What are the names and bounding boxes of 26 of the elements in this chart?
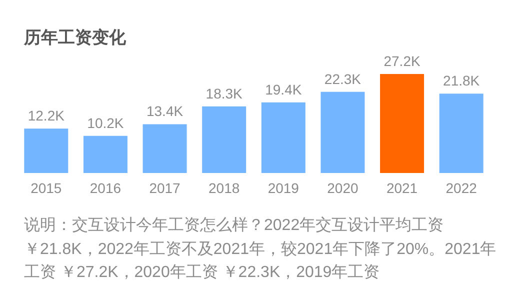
x-tick-label: 2020 xyxy=(327,180,358,196)
x-tick-label: 2019 xyxy=(268,180,300,196)
x-tick-label: 2022 xyxy=(446,180,478,196)
bar xyxy=(24,128,68,173)
bar xyxy=(320,92,365,173)
bar xyxy=(439,94,484,173)
x-tick-label: 2017 xyxy=(149,180,181,196)
chart-title: 历年工资变化 xyxy=(23,28,127,47)
x-tick-label: 2018 xyxy=(208,180,240,196)
data-label: 21.8K xyxy=(443,72,480,89)
bar xyxy=(83,136,128,173)
x-tick-label: 2016 xyxy=(90,180,122,196)
data-label: 13.4K xyxy=(146,103,184,120)
data-label: 18.3K xyxy=(206,85,244,102)
x-tick-label: 2015 xyxy=(30,180,62,196)
data-label: 10.2K xyxy=(87,114,124,131)
data-label: 22.3K xyxy=(324,70,362,87)
bar xyxy=(202,106,246,173)
data-label: 12.2K xyxy=(28,108,66,124)
data-label: 27.2K xyxy=(384,53,421,69)
text: 说明：交互设计今年工资怎么样？2022年交互设计平均工资￥21.8K，2022年工资不及2021年，较2021年下降了20%。2021年工资 ￥27.2K，2020年工资 ￥22.3K，2019年工资 xyxy=(24,216,498,283)
data-label: 19.4K xyxy=(265,81,302,98)
bar xyxy=(380,74,424,173)
bar xyxy=(142,124,187,173)
bar xyxy=(261,102,306,173)
x-tick-label: 2021 xyxy=(386,180,418,196)
